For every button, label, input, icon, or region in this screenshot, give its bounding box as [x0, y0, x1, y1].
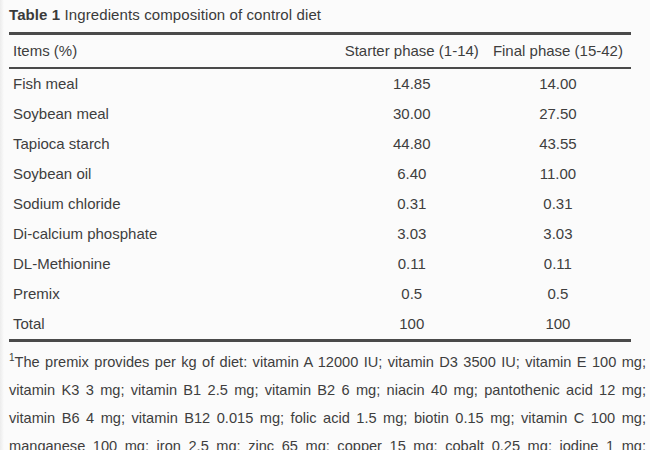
final-phase-value-cell: 0.31	[485, 189, 631, 219]
starter-phase-value-cell: 30.00	[339, 99, 485, 129]
final-phase-value-cell: 3.03	[485, 219, 631, 249]
table-caption-text: Ingredients composition of control diet	[60, 6, 321, 23]
item-cell: Sodium chloride	[9, 189, 339, 219]
table-row: Soybean oil6.4011.00	[9, 159, 631, 189]
table-header: Items (%) Starter phase (1-14) Final pha…	[9, 34, 631, 69]
starter-phase-value-cell: 0.11	[339, 249, 485, 279]
final-phase-value-cell: 27.50	[485, 99, 631, 129]
table-row: Soybean meal30.0027.50	[9, 99, 631, 129]
table-caption: Table 1 Ingredients composition of contr…	[9, 6, 642, 23]
table-footnote: 1The premix provides per kg of diet: vit…	[9, 348, 646, 450]
final-phase-value-cell: 11.00	[485, 159, 631, 189]
table-row: Total100100	[9, 309, 631, 341]
item-cell: Tapioca starch	[9, 129, 339, 159]
starter-phase-value-cell: 44.80	[339, 129, 485, 159]
page: Table 1 Ingredients composition of contr…	[0, 0, 650, 450]
column-header-items: Items (%)	[9, 34, 339, 69]
table-row: Di-calcium phosphate3.033.03	[9, 219, 631, 249]
starter-phase-value-cell: 3.03	[339, 219, 485, 249]
table-caption-label: Table 1	[9, 6, 60, 23]
starter-phase-value-cell: 100	[339, 309, 485, 341]
item-cell: DL-Methionine	[9, 249, 339, 279]
item-cell: Soybean oil	[9, 159, 339, 189]
item-cell: Fish meal	[9, 68, 339, 99]
item-cell: Premix	[9, 279, 339, 309]
table-row: Fish meal14.8514.00	[9, 68, 631, 99]
column-header-final-phase: Final phase (15-42)	[485, 34, 631, 69]
starter-phase-value-cell: 0.5	[339, 279, 485, 309]
final-phase-value-cell: 0.11	[485, 249, 631, 279]
item-cell: Total	[9, 309, 339, 341]
table-row: Sodium chloride0.310.31	[9, 189, 631, 219]
table-body: Fish meal14.8514.00Soybean meal30.0027.5…	[9, 68, 631, 341]
table-row: DL-Methionine0.110.11	[9, 249, 631, 279]
header-row: Items (%) Starter phase (1-14) Final pha…	[9, 34, 631, 69]
table-row: Premix0.50.5	[9, 279, 631, 309]
starter-phase-value-cell: 14.85	[339, 68, 485, 99]
column-header-starter-phase: Starter phase (1-14)	[339, 34, 485, 69]
final-phase-value-cell: 43.55	[485, 129, 631, 159]
item-cell: Di-calcium phosphate	[9, 219, 339, 249]
table-row: Tapioca starch44.8043.55	[9, 129, 631, 159]
footnote-text: The premix provides per kg of diet: vita…	[9, 354, 646, 450]
starter-phase-value-cell: 0.31	[339, 189, 485, 219]
final-phase-value-cell: 100	[485, 309, 631, 341]
final-phase-value-cell: 0.5	[485, 279, 631, 309]
item-cell: Soybean meal	[9, 99, 339, 129]
final-phase-value-cell: 14.00	[485, 68, 631, 99]
starter-phase-value-cell: 6.40	[339, 159, 485, 189]
ingredients-table: Items (%) Starter phase (1-14) Final pha…	[9, 32, 631, 342]
